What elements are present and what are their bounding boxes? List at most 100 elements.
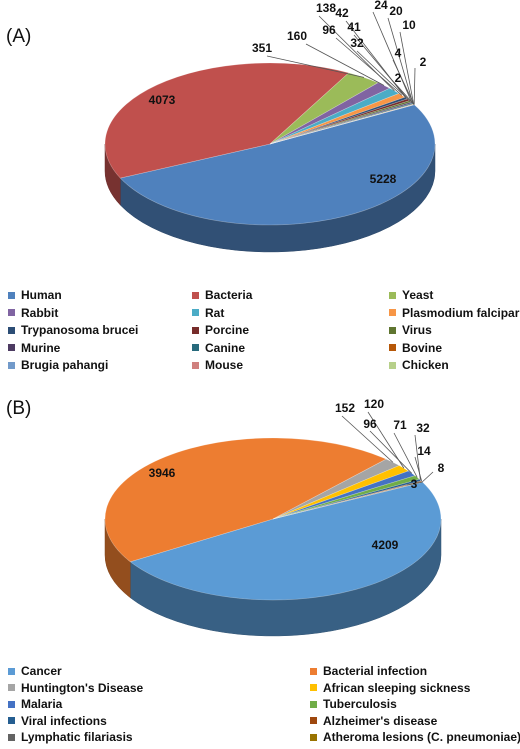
legend-label: Malaria xyxy=(21,697,63,711)
legend-0-item-porcine: Porcine xyxy=(192,323,249,337)
pie-0-value-label-trypanosoma-brucei: 42 xyxy=(335,6,349,20)
pie-0-value-label-human: 5228 xyxy=(370,172,397,186)
legend-swatch xyxy=(310,667,317,675)
legend-label: Virus xyxy=(402,323,432,337)
pie-1-value-label-lymphatic-filariasis: 8 xyxy=(438,461,445,475)
pie-0-leader-plasmodium-falciparum xyxy=(335,37,403,96)
legend-0-item-rabbit: Rabbit xyxy=(8,306,58,320)
legend-label: Trypanosoma brucei xyxy=(21,323,139,337)
pie-1-value-label-atheroma-lesions-c-pneumoniae: 3 xyxy=(411,477,418,491)
legend-swatch xyxy=(389,309,396,316)
legend-a: Human Bacteria Yeast Rabbit Rat Plasmodium fa… xyxy=(0,288,520,378)
legend-swatch xyxy=(8,684,15,691)
pie-0-value-label-brugia-pahangi: 4 xyxy=(395,46,402,60)
legend-swatch xyxy=(8,326,15,334)
legend-label: African sleeping sickness xyxy=(323,680,471,695)
pie-1-leader-lymphatic-filariasis xyxy=(422,471,434,483)
pie-1-value-label-huntington-s-disease: 152 xyxy=(335,401,355,415)
legend-label: Bacteria xyxy=(205,288,253,302)
legend-0-item-mouse: Mouse xyxy=(192,358,243,372)
pie-0-value-label-plasmodium-falciparum: 96 xyxy=(322,23,336,37)
legend-label: Chicken xyxy=(402,358,449,372)
legend-label: Yeast xyxy=(402,288,434,302)
pie-1-slice-bacterial-infection xyxy=(104,437,387,563)
legend-swatch xyxy=(8,291,15,299)
legend-label: Bovine xyxy=(402,340,443,355)
pie-chart-b: 4209 3946 152 120 96 71 32 14 8 3 xyxy=(104,397,445,637)
pie-0-slice-bacteria xyxy=(104,62,350,179)
legend-1-item-viral-infections: Viral infections xyxy=(8,714,107,728)
legend-1-item-alzheimer-s-disease: Alzheimer's disease xyxy=(310,714,437,728)
legend-0-item-plasmodium-falciparum: Plasmodium falciparum xyxy=(389,306,520,320)
legend-swatch xyxy=(8,361,15,369)
pie-1-value-label-tuberculosis: 71 xyxy=(393,418,407,432)
legend-label: Porcine xyxy=(205,323,250,337)
pie-1-value-label-malaria: 96 xyxy=(363,417,377,431)
legend-swatch xyxy=(389,344,396,351)
pie-0-slice-human xyxy=(119,104,436,226)
pie-0-leader-brugia-pahangi xyxy=(392,59,415,105)
pie-1-slice-malaria xyxy=(272,470,416,520)
legend-label: Rabbit xyxy=(21,305,59,320)
legend-label: Plasmodium falciparum xyxy=(402,305,520,320)
legend-0-item-rat: Rat xyxy=(192,306,224,320)
pie-0-value-label-bacteria: 4073 xyxy=(149,93,176,107)
legend-label: Bacterial infection xyxy=(323,664,428,678)
pie-0-leader-rabbit xyxy=(305,43,385,86)
pie-0-value-label-chicken: 2 xyxy=(395,71,402,85)
pie-0-value-label-rat: 138 xyxy=(316,1,336,15)
pie-0-leader-virus xyxy=(356,50,411,102)
pie-0-value-label-canine: 20 xyxy=(389,4,403,18)
legend-label: Viral infections xyxy=(21,713,107,728)
pie-0-leader-porcine xyxy=(353,34,409,101)
legend-1-item-bacterial-infection: Bacterial infection xyxy=(310,664,427,678)
pie-0-value-label-mouse: 2 xyxy=(420,55,427,69)
pie-0-value-label-yeast: 351 xyxy=(252,41,272,55)
legend-swatch xyxy=(389,326,396,334)
legend-swatch xyxy=(8,733,15,741)
legend-swatch xyxy=(8,700,15,708)
legend-0-item-murine: Murine xyxy=(8,341,60,355)
legend-swatch xyxy=(389,361,396,369)
legend-swatch xyxy=(389,291,396,299)
pie-0-leader-chicken xyxy=(391,79,415,105)
legend-1-item-african-sleeping-sickness: African sleeping sickness xyxy=(310,681,470,695)
legend-0-item-yeast: Yeast xyxy=(389,288,433,302)
legend-1-item-cancer: Cancer xyxy=(8,664,62,678)
legend-swatch xyxy=(310,733,317,741)
legend-b: Cancer Bacterial infection Huntington's Di… xyxy=(0,664,520,749)
legend-label: Rat xyxy=(205,305,225,320)
legend-swatch xyxy=(192,361,199,369)
legend-swatch xyxy=(192,326,199,334)
legend-label: Huntington's Disease xyxy=(21,680,144,695)
pie-1-leader-huntington-s-disease xyxy=(341,415,394,463)
legend-label: Lymphatic filariasis xyxy=(21,730,133,744)
legend-swatch xyxy=(310,717,317,724)
pie-0-slice-rabbit xyxy=(269,82,391,145)
legend-label: Murine xyxy=(21,340,61,355)
legend-label: Mouse xyxy=(205,358,244,372)
pie-1-value-label-bacterial-infection: 3946 xyxy=(149,466,176,480)
pie-0-leader-canine xyxy=(387,17,414,104)
pie-1-slice-african-sleeping-sickness xyxy=(272,465,410,520)
legend-1-item-atheroma-lesions-c-pneumoniae: Atheroma lesions (C. pneumoniae) xyxy=(310,730,520,744)
legend-swatch xyxy=(8,717,15,724)
pie-0-leader-yeast xyxy=(266,55,365,78)
legend-label: Brugia pahangi xyxy=(21,358,109,372)
legend-label: Tuberculosis xyxy=(323,697,397,711)
pie-1-value-label-cancer: 4209 xyxy=(372,538,399,552)
pie-1-value-label-viral-infections: 32 xyxy=(416,421,430,435)
panel-label-a: (A) xyxy=(6,26,32,47)
pie-0-value-label-porcine: 41 xyxy=(347,20,361,34)
legend-swatch xyxy=(8,344,15,351)
pie-1-leader-malaria xyxy=(369,430,413,474)
pie-0-leader-bovine xyxy=(399,31,415,105)
legend-1-item-lymphatic-filariasis: Lymphatic filariasis xyxy=(8,730,133,744)
legend-0-item-bovine: Bovine xyxy=(389,341,442,355)
pie-1-leader-atheroma-lesions-c-pneumoniae xyxy=(406,481,423,486)
pie-0-value-label-bovine: 10 xyxy=(402,18,416,32)
pie-0-value-label-virus: 32 xyxy=(350,36,364,50)
pie-0-leader-mouse xyxy=(413,67,416,105)
legend-0-item-brugia-pahangi: Brugia pahangi xyxy=(8,358,108,372)
